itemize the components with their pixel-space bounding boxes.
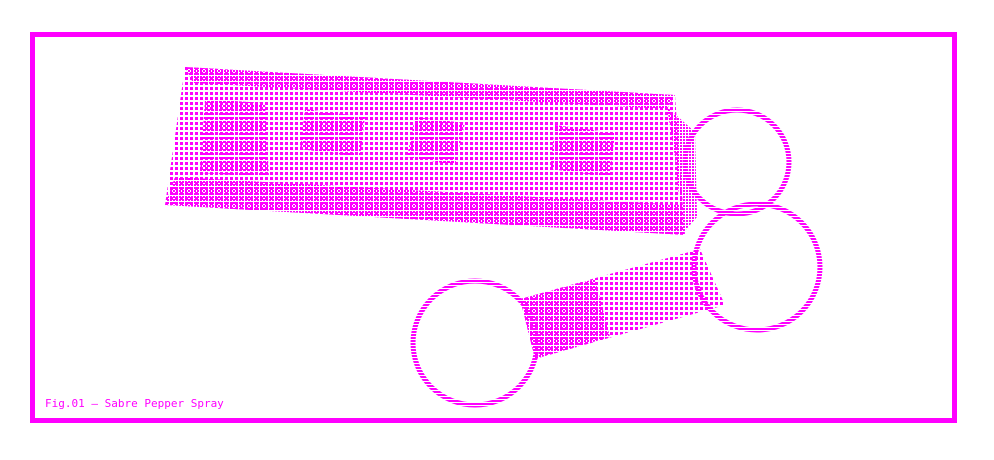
- canister-label-panel: [200, 99, 269, 177]
- canister: [165, 67, 697, 235]
- canister-top-face: [185, 67, 675, 109]
- key-ring-upper: [682, 107, 792, 217]
- pepper-spray-illustration: [165, 67, 823, 408]
- canister-bottom-shade: [165, 177, 685, 235]
- figure-caption: Fig.01 — Sabre Pepper Spray: [45, 397, 224, 410]
- canister-highlight-3: [550, 125, 615, 177]
- strap-connector: [520, 249, 725, 359]
- key-ring-middle: [691, 201, 823, 333]
- canister-highlight: [300, 109, 365, 157]
- figure-frame: Fig.01 — Sabre Pepper Spray: [30, 32, 957, 423]
- key-ring-lower: [410, 278, 540, 408]
- strap-shade: [520, 279, 610, 359]
- canister-highlight-2: [407, 117, 465, 165]
